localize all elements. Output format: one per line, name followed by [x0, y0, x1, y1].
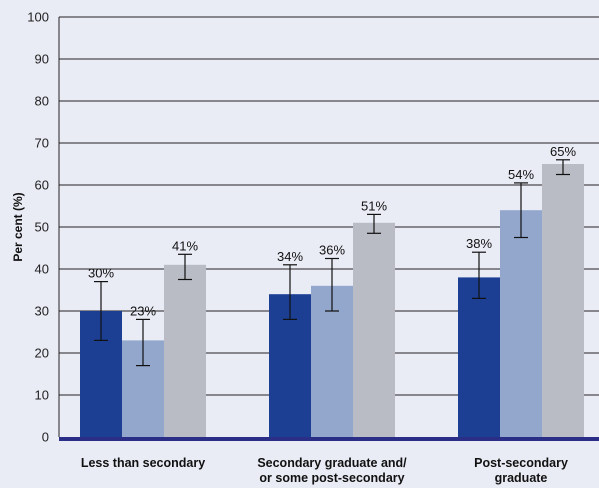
y-tick-label: 50	[35, 220, 49, 235]
data-labels: 30% 23% 41% 34% 36% 51% 38% 54% 65%	[88, 144, 576, 319]
data-label: 54%	[508, 167, 534, 182]
error-bars	[94, 159, 570, 367]
data-label: 30%	[88, 266, 114, 281]
x-axis-baseline	[59, 437, 599, 441]
category-label: Less than secondary	[81, 456, 205, 470]
data-label: 38%	[466, 236, 492, 251]
y-tick-label: 90	[35, 52, 49, 67]
y-tick-label: 60	[35, 178, 49, 193]
category-label: Post-secondary	[474, 456, 568, 470]
category-label: or some post-secondary	[259, 471, 404, 485]
category-label: graduate	[495, 471, 548, 485]
data-label: 36%	[319, 243, 345, 258]
y-tick-label: 100	[27, 10, 49, 25]
data-label: 23%	[130, 303, 156, 318]
y-tick-label: 80	[35, 94, 49, 109]
bar	[542, 164, 584, 437]
bars	[80, 164, 584, 437]
y-tick-label: 10	[35, 388, 49, 403]
category-labels: Less than secondary Secondary graduate an…	[81, 456, 568, 485]
y-tick-label: 30	[35, 304, 49, 319]
y-axis-ticks: 0 10 20 30 40 50 60 70 80 90 100	[27, 10, 49, 445]
bar	[164, 264, 206, 437]
y-tick-label: 40	[35, 262, 49, 277]
data-label: 41%	[172, 238, 198, 253]
y-tick-label: 0	[42, 430, 49, 445]
data-label: 34%	[277, 249, 303, 264]
category-label: Secondary graduate and/	[257, 456, 407, 470]
y-axis-label: Per cent (%)	[11, 192, 25, 261]
bar	[500, 210, 542, 437]
bar	[458, 277, 500, 437]
y-tick-label: 20	[35, 346, 49, 361]
bar	[353, 222, 395, 437]
y-tick-label: 70	[35, 136, 49, 151]
data-label: 51%	[361, 198, 387, 213]
data-label: 65%	[550, 144, 576, 159]
